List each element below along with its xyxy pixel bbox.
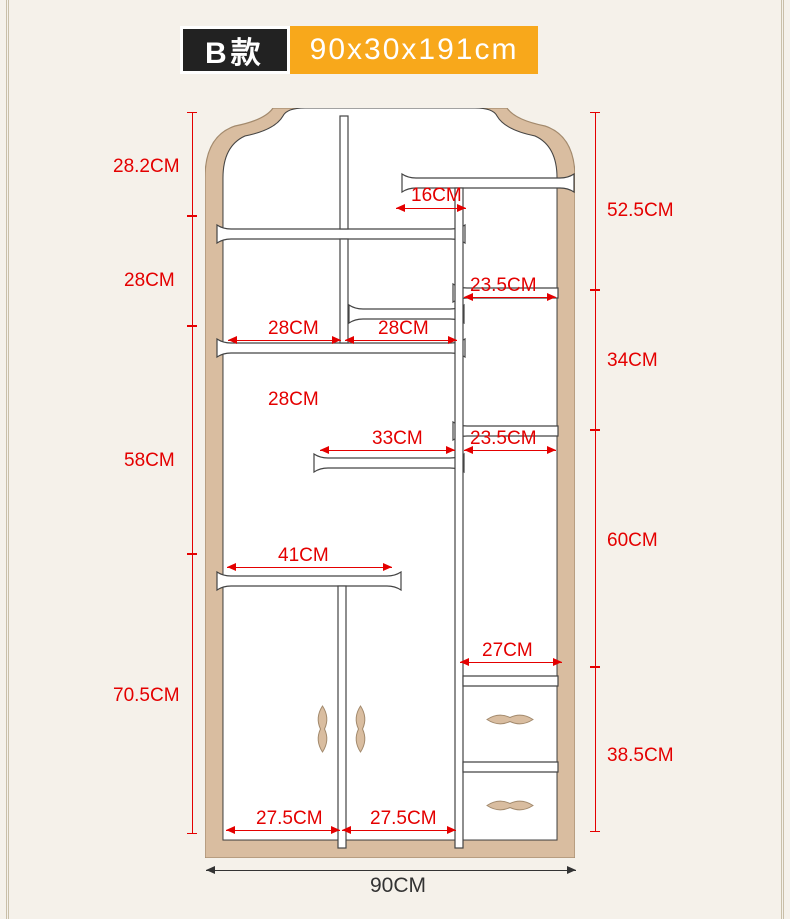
dimension-label: 28CM — [268, 389, 319, 411]
cabinet-diagram — [205, 108, 575, 858]
dimension-label: 28CM — [124, 270, 175, 292]
dimension-label: 70.5CM — [113, 685, 180, 707]
dimension-label: 27.5CM — [256, 808, 323, 830]
page-border-left — [6, 0, 9, 919]
dimension-line — [396, 208, 466, 209]
dimension-line — [345, 340, 457, 341]
dimension-line — [320, 450, 455, 451]
vertical-divider — [338, 586, 346, 848]
shelf — [463, 762, 558, 772]
dimension-label: 28.2CM — [113, 156, 180, 178]
dimension-label: 41CM — [278, 545, 329, 567]
dimension-line — [192, 554, 193, 834]
dimension-line — [228, 340, 341, 341]
dimension-line — [595, 667, 596, 832]
dimension-label: 27CM — [482, 640, 533, 662]
dimension-label: 16CM — [411, 185, 462, 207]
dimension-label: 33CM — [372, 428, 423, 450]
dimension-label: 23.5CM — [470, 275, 537, 297]
vertical-divider — [340, 239, 348, 343]
dimension-line — [192, 326, 193, 554]
dimension-line — [227, 567, 392, 568]
dimension-line — [192, 112, 193, 216]
cabinet-interior — [223, 108, 557, 840]
dimensions-badge: 90x30x191cm — [290, 26, 539, 74]
dimension-line — [460, 662, 562, 663]
dimension-line — [192, 216, 193, 326]
dimension-line — [595, 290, 596, 430]
dimension-label: 58CM — [124, 450, 175, 472]
dimension-label: 28CM — [268, 318, 319, 340]
model-badge: B款 — [180, 26, 290, 74]
page-border-right — [781, 0, 784, 919]
dimension-label: 38.5CM — [607, 745, 674, 767]
dimension-line — [226, 830, 340, 831]
header: B款 90x30x191cm — [180, 26, 538, 74]
dimension-label: 27.5CM — [370, 808, 437, 830]
dimension-line — [595, 430, 596, 667]
dimension-label: 28CM — [378, 318, 429, 340]
dimension-line — [342, 830, 456, 831]
dimension-label: 23.5CM — [470, 428, 537, 450]
dimension-line — [206, 870, 576, 871]
dimension-line — [464, 297, 556, 298]
vertical-divider — [340, 116, 348, 229]
dimension-label: 52.5CM — [607, 200, 674, 222]
dimension-label: 34CM — [607, 350, 658, 372]
vertical-divider — [455, 188, 463, 848]
shelf — [463, 676, 558, 686]
dimension-label: 60CM — [607, 530, 658, 552]
dimension-line — [595, 112, 596, 290]
dimension-line — [464, 450, 556, 451]
dimension-label: 90CM — [370, 874, 426, 898]
